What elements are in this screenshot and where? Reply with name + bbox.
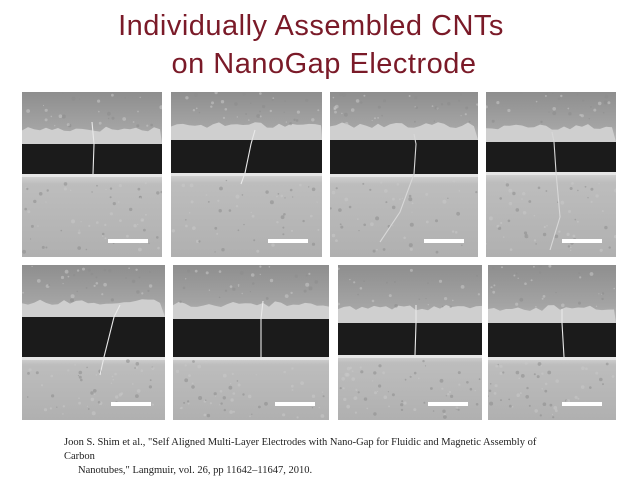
- bottom-electrode-edge: [171, 173, 322, 176]
- nano-gap: [488, 323, 616, 357]
- scale-bar: [275, 402, 315, 406]
- carbon-nanotube: [260, 300, 264, 357]
- citation-line-1: Joon S. Shim et al., "Self Aligned Multi…: [64, 437, 537, 462]
- electrode-edge: [488, 305, 616, 323]
- bottom-electrode: [22, 357, 165, 420]
- electrode-edge: [338, 305, 482, 323]
- bottom-electrode: [22, 174, 162, 257]
- bottom-electrode-edge: [330, 174, 478, 177]
- sem-micrograph-6: [173, 265, 329, 420]
- nano-gap: [338, 323, 482, 355]
- electrode-edge: [171, 122, 322, 140]
- sem-micrograph-4: [486, 92, 616, 257]
- carbon-nanotube: [240, 129, 256, 185]
- scale-bar: [424, 239, 464, 243]
- sem-micrograph-7: [338, 265, 482, 420]
- sem-image-4: [486, 92, 616, 257]
- nano-gap: [173, 319, 329, 357]
- bottom-electrode-edge: [488, 357, 616, 360]
- bottom-electrode-edge: [486, 172, 616, 175]
- scale-bar: [111, 402, 151, 406]
- sem-micrograph-2: [171, 92, 322, 257]
- nano-gap: [22, 144, 162, 174]
- bottom-electrode: [173, 357, 329, 420]
- nano-gap: [330, 140, 478, 174]
- scale-bar: [108, 239, 148, 243]
- carbon-nanotube: [414, 305, 417, 356]
- electrode-edge: [22, 126, 162, 144]
- slide-title-line-1: Individually Assembled CNTs: [118, 10, 504, 42]
- scale-bar: [562, 239, 602, 243]
- carbon-nanotube: [549, 131, 561, 251]
- electrode-edge: [330, 122, 478, 140]
- electrode-edge: [22, 299, 165, 317]
- sem-micrograph-1: [22, 92, 162, 257]
- electrode-edge: [173, 301, 329, 319]
- scale-bar: [428, 402, 468, 406]
- bottom-electrode-edge: [22, 357, 165, 360]
- scale-bar: [268, 239, 308, 243]
- carbon-nanotube: [91, 121, 95, 175]
- sem-micrograph-3: [330, 92, 478, 257]
- sem-image-8: [488, 265, 616, 420]
- nano-gap: [486, 142, 616, 172]
- bottom-electrode: [486, 172, 616, 257]
- sem-image-6: [173, 265, 329, 420]
- sem-image-7: [338, 265, 482, 420]
- sem-image-3: [330, 92, 478, 257]
- bottom-electrode-edge: [22, 174, 162, 177]
- sem-image-5: [22, 265, 165, 420]
- carbon-nanotube: [379, 133, 417, 243]
- bottom-electrode: [488, 357, 616, 420]
- sem-image-2: [171, 92, 322, 257]
- bottom-electrode-edge: [338, 355, 482, 358]
- citation: Joon S. Shim et al., "Self Aligned Multi…: [64, 436, 564, 478]
- carbon-nanotube: [561, 309, 565, 358]
- bottom-electrode: [338, 355, 482, 420]
- electrode-edge: [486, 124, 616, 142]
- slide-title-line-2: on NanoGap Electrode: [171, 48, 477, 80]
- sem-micrograph-8: [488, 265, 616, 420]
- bottom-electrode-edge: [173, 357, 329, 360]
- nano-gap: [22, 317, 165, 357]
- sem-micrograph-5: [22, 265, 165, 420]
- sem-image-1: [22, 92, 162, 257]
- citation-line-2: Nanotubes," Langmuir, vol. 26, pp 11642–…: [78, 465, 313, 476]
- scale-bar: [562, 402, 602, 406]
- carbon-nanotube: [99, 304, 121, 376]
- bottom-electrode: [330, 174, 478, 257]
